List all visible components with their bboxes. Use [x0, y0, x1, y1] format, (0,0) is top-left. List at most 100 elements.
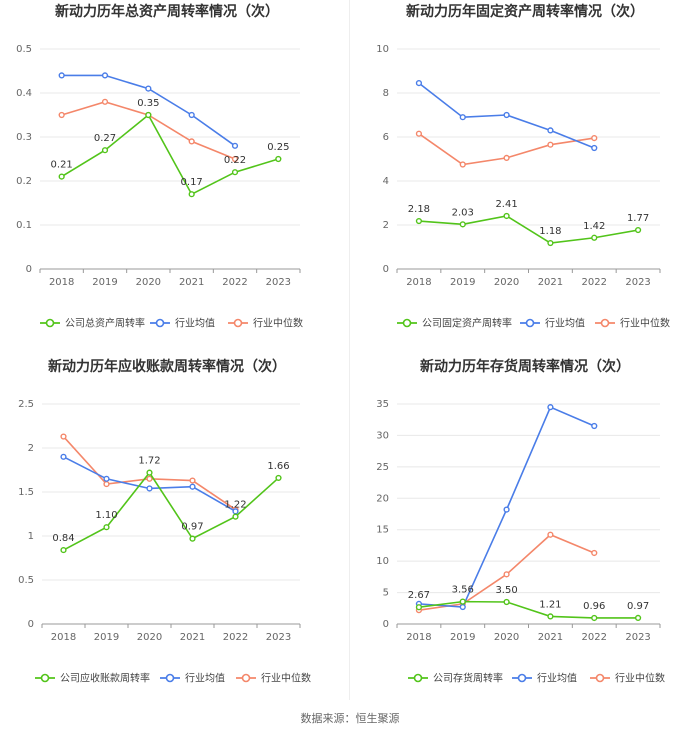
- data-point-industry-avg: [459, 114, 466, 121]
- y-tick-label: 0.3: [16, 132, 32, 143]
- data-label: 2.67: [408, 590, 430, 601]
- data-label: 0.22: [224, 155, 246, 166]
- legend-label: 行业均值: [537, 672, 577, 685]
- data-point-company: [459, 221, 466, 228]
- x-tick-label: 2018: [406, 632, 431, 643]
- legend-item-company[interactable]: 公司固定资产周转率: [397, 317, 512, 330]
- y-tick-label: 6: [383, 132, 389, 143]
- chart-title: 新动力历年存货周转率情况（次）: [420, 358, 630, 375]
- legend-swatch-marker: [600, 318, 610, 328]
- data-label: 2.03: [452, 207, 474, 218]
- data-point-company: [547, 239, 554, 247]
- y-tick-label: 35: [376, 399, 389, 410]
- series-line-company: [61, 113, 279, 196]
- legend-item-company[interactable]: 公司总资产周转率: [40, 317, 145, 330]
- x-tick-label: 2018: [49, 277, 74, 288]
- x-tick-label: 2022: [223, 632, 248, 643]
- legend-item-industry-median[interactable]: 行业中位数: [590, 672, 665, 685]
- x-tick-label: 2022: [582, 632, 607, 643]
- data-point-company: [634, 226, 642, 234]
- y-tick-label: 20: [376, 493, 389, 504]
- y-tick-label: 0: [383, 619, 389, 630]
- legend-item-industry-median[interactable]: 行业中位数: [236, 672, 311, 685]
- legend-item-company[interactable]: 公司存货周转率: [408, 672, 503, 685]
- y-tick-label: 0.5: [16, 44, 32, 55]
- data-point-industry-median: [231, 155, 239, 163]
- y-tick-label: 0.5: [18, 575, 34, 586]
- y-tick-label: 8: [383, 88, 389, 99]
- legend-label: 公司应收账款周转率: [60, 672, 150, 685]
- series-line-company: [418, 215, 639, 244]
- data-point-industry-median: [591, 549, 598, 557]
- x-tick-label: 2020: [494, 277, 519, 288]
- legend-item-company[interactable]: 公司应收账款周转率: [35, 672, 150, 685]
- data-point-company: [634, 614, 642, 622]
- data-point-company: [503, 212, 510, 220]
- data-point-industry-median: [60, 433, 67, 440]
- x-tick-label: 2019: [450, 632, 475, 643]
- y-tick-label: 2: [28, 443, 34, 454]
- data-point-industry-avg: [145, 85, 152, 92]
- legend-item-industry-avg[interactable]: 行业均值: [520, 317, 585, 330]
- series-line-industry-median: [61, 100, 236, 160]
- legend-label: 行业均值: [545, 317, 585, 330]
- panel-divider: [349, 0, 350, 700]
- x-tick-label: 2018: [51, 632, 76, 643]
- y-tick-label: 1.5: [18, 487, 34, 498]
- data-point-industry-avg: [101, 72, 109, 79]
- y-tick-label: 10: [376, 44, 389, 55]
- data-point-company: [591, 614, 598, 622]
- y-tick-label: 25: [376, 462, 389, 473]
- data-point-industry-median: [189, 477, 196, 484]
- y-tick-label: 30: [376, 430, 389, 441]
- legend-label: 行业均值: [175, 317, 215, 330]
- y-tick-label: 0.4: [16, 88, 32, 99]
- data-label: 0.17: [181, 177, 203, 188]
- data-label: 2.18: [408, 204, 430, 215]
- data-label: 0.97: [181, 522, 203, 533]
- data-point-industry-avg: [415, 79, 423, 87]
- legend-label: 行业中位数: [620, 317, 670, 330]
- data-point-company: [189, 535, 196, 542]
- data-label: 1.18: [539, 226, 561, 237]
- data-point-company: [103, 524, 110, 531]
- data-point-industry-median: [503, 154, 510, 162]
- legend-label: 公司总资产周转率: [65, 317, 145, 330]
- data-point-company: [415, 604, 423, 611]
- legend-item-industry-avg[interactable]: 行业均值: [512, 672, 577, 685]
- data-point-industry-median: [459, 161, 466, 168]
- data-point-company: [275, 474, 282, 482]
- data-label: 1.66: [267, 461, 289, 472]
- data-point-industry-avg: [103, 475, 110, 482]
- data-point-industry-avg: [503, 506, 510, 513]
- legend-item-industry-avg[interactable]: 行业均值: [160, 672, 225, 685]
- legend-item-industry-avg[interactable]: 行业均值: [150, 317, 215, 330]
- data-point-company: [60, 546, 67, 554]
- legend-swatch-marker: [155, 318, 165, 328]
- x-tick-label: 2023: [266, 632, 291, 643]
- legend-swatch-marker: [525, 318, 535, 328]
- x-tick-label: 2021: [538, 632, 563, 643]
- data-point-company: [591, 234, 598, 241]
- data-point-company: [146, 469, 153, 476]
- data-label: 0.27: [94, 133, 116, 144]
- y-tick-label: 10: [376, 556, 389, 567]
- data-label: 1.21: [539, 599, 561, 610]
- data-label: 1.10: [95, 510, 117, 521]
- chart-svg: 新动力历年总资产周转率情况（次） 0 0.1 0.2 0.3 0.4 0.5 2018 2019…: [16, 3, 303, 330]
- chart-receivables-turnover: 新动力历年应收账款周转率情况（次） 0 0.5 1 1.5 2 2.5 2018 2019 202…: [0, 355, 350, 705]
- chart-title: 新动力历年总资产周转率情况（次）: [55, 3, 279, 20]
- data-label: 3.56: [452, 585, 474, 596]
- data-point-company: [188, 191, 195, 198]
- data-point-industry-median: [415, 130, 423, 137]
- data-point-industry-median: [146, 475, 153, 482]
- legend-item-industry-median[interactable]: 行业中位数: [595, 317, 670, 330]
- data-point-industry-median: [103, 480, 110, 488]
- legend-item-industry-median[interactable]: 行业中位数: [228, 317, 303, 330]
- data-label: 0.96: [583, 601, 605, 612]
- legend-swatch-marker: [233, 318, 243, 328]
- series-line-company: [63, 471, 280, 551]
- legend-swatch-marker: [165, 673, 175, 683]
- data-label: 3.50: [495, 585, 517, 596]
- legend-label: 公司存货周转率: [433, 672, 503, 685]
